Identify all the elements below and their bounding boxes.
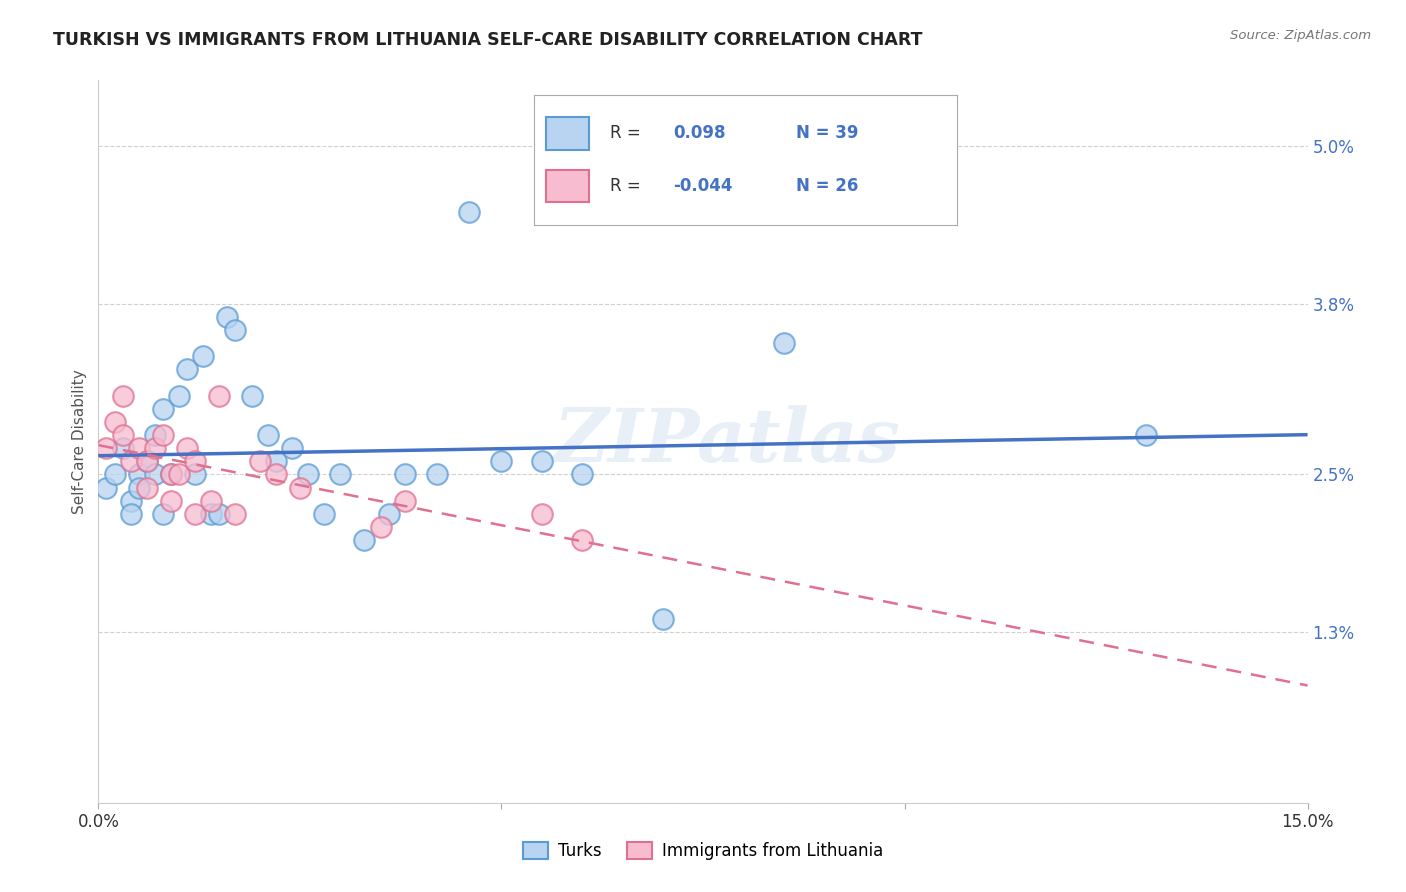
Immigrants from Lithuania: [394, 493, 416, 508]
Turks: [353, 533, 375, 547]
Immigrants from Lithuania: [120, 454, 142, 468]
Immigrants from Lithuania: [143, 441, 166, 455]
Immigrants from Lithuania: [111, 428, 134, 442]
Immigrants from Lithuania: [128, 441, 150, 455]
Turks: [394, 467, 416, 482]
Turks: [530, 454, 553, 468]
Immigrants from Lithuania: [135, 454, 157, 468]
Immigrants from Lithuania: [200, 493, 222, 508]
Immigrants from Lithuania: [224, 507, 246, 521]
Turks: [128, 481, 150, 495]
Immigrants from Lithuania: [111, 388, 134, 402]
Turks: [264, 454, 287, 468]
Immigrants from Lithuania: [184, 507, 207, 521]
Turks: [571, 467, 593, 482]
Turks: [329, 467, 352, 482]
Immigrants from Lithuania: [135, 481, 157, 495]
Immigrants from Lithuania: [571, 533, 593, 547]
Turks: [176, 362, 198, 376]
Turks: [281, 441, 304, 455]
Turks: [224, 323, 246, 337]
Text: TURKISH VS IMMIGRANTS FROM LITHUANIA SELF-CARE DISABILITY CORRELATION CHART: TURKISH VS IMMIGRANTS FROM LITHUANIA SEL…: [53, 31, 922, 49]
Turks: [103, 467, 125, 482]
Immigrants from Lithuania: [152, 428, 174, 442]
Immigrants from Lithuania: [160, 467, 183, 482]
Immigrants from Lithuania: [167, 467, 190, 482]
Immigrants from Lithuania: [249, 454, 271, 468]
Turks: [167, 388, 190, 402]
Immigrants from Lithuania: [160, 493, 183, 508]
Turks: [193, 349, 215, 363]
Immigrants from Lithuania: [176, 441, 198, 455]
Turks: [152, 507, 174, 521]
Immigrants from Lithuania: [208, 388, 231, 402]
Text: ZIPatlas: ZIPatlas: [554, 405, 901, 478]
Turks: [143, 467, 166, 482]
Turks: [314, 507, 336, 521]
Turks: [135, 454, 157, 468]
Turks: [120, 507, 142, 521]
Turks: [772, 336, 794, 351]
Turks: [120, 493, 142, 508]
Turks: [111, 441, 134, 455]
Immigrants from Lithuania: [184, 454, 207, 468]
Immigrants from Lithuania: [530, 507, 553, 521]
Turks: [1135, 428, 1157, 442]
Turks: [143, 428, 166, 442]
Turks: [184, 467, 207, 482]
Y-axis label: Self-Care Disability: Self-Care Disability: [72, 369, 87, 514]
Turks: [160, 467, 183, 482]
Turks: [152, 401, 174, 416]
Turks: [217, 310, 239, 324]
Turks: [377, 507, 399, 521]
Turks: [256, 428, 278, 442]
Text: Source: ZipAtlas.com: Source: ZipAtlas.com: [1230, 29, 1371, 42]
Turks: [128, 467, 150, 482]
Turks: [200, 507, 222, 521]
Turks: [491, 454, 513, 468]
Immigrants from Lithuania: [264, 467, 287, 482]
Turks: [426, 467, 449, 482]
Turks: [208, 507, 231, 521]
Turks: [240, 388, 263, 402]
Immigrants from Lithuania: [288, 481, 311, 495]
Immigrants from Lithuania: [103, 415, 125, 429]
Turks: [96, 481, 118, 495]
Immigrants from Lithuania: [370, 520, 392, 534]
Turks: [297, 467, 319, 482]
Legend: Turks, Immigrants from Lithuania: Turks, Immigrants from Lithuania: [516, 835, 890, 867]
Immigrants from Lithuania: [96, 441, 118, 455]
Turks: [651, 612, 673, 626]
Turks: [458, 204, 481, 219]
